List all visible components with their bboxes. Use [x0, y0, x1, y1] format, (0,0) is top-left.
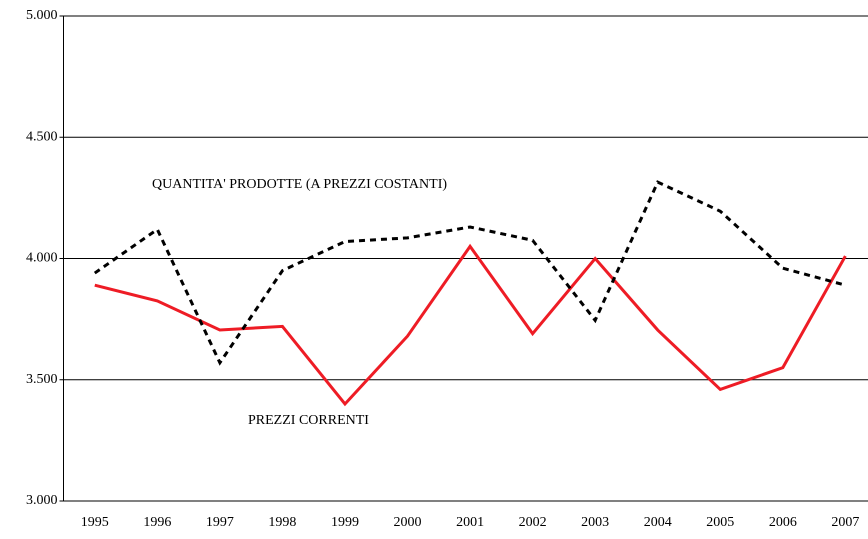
x-tick-label: 2005 [706, 515, 734, 530]
y-tick-label: 4.000 [26, 251, 58, 266]
y-tick-label: 3.000 [26, 493, 58, 508]
x-tick-label: 2002 [519, 515, 547, 530]
x-tick-label: 1999 [331, 515, 359, 530]
x-tick-label: 2000 [394, 515, 422, 530]
x-tick-label: 1998 [268, 515, 296, 530]
x-tick-label: 2003 [581, 515, 609, 530]
x-tick-label: 1996 [143, 515, 171, 530]
x-tick-label: 1997 [206, 515, 234, 530]
series-label: QUANTITA' PRODOTTE (A PREZZI COSTANTI) [152, 177, 447, 192]
x-tick-label: 2006 [769, 515, 797, 530]
x-tick-label: 2007 [831, 515, 859, 530]
y-tick-label: 3.500 [26, 372, 58, 387]
series-line [93, 180, 846, 366]
x-tick-label: 1995 [81, 515, 109, 530]
x-tick-label: 2004 [644, 515, 672, 530]
y-tick-label: 4.500 [26, 129, 58, 144]
y-tick-label: 5.000 [26, 8, 58, 23]
x-tick-label: 2001 [456, 515, 484, 530]
series-label: PREZZI CORRENTI [248, 413, 369, 428]
series-line [94, 243, 847, 407]
